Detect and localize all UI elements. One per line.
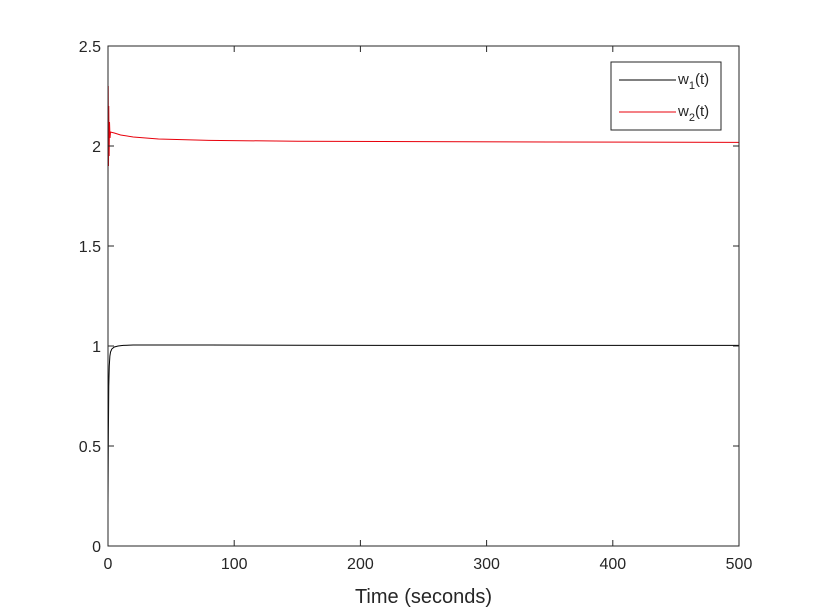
series-layer: [107, 85, 740, 507]
y-tick-label: 0.5: [79, 439, 101, 456]
legend-label: w2(t): [677, 103, 709, 124]
legend-label: w1(t): [677, 71, 709, 92]
axes-layer: 0 100 200 300 400 500 0 0.5 1 1.5 2 2.5: [79, 39, 753, 573]
y-tick-label: 2.5: [79, 39, 101, 56]
x-tick-label: 100: [221, 556, 248, 573]
y-tick-label: 0: [92, 539, 101, 556]
y-tick-label: 1: [92, 339, 101, 356]
y-tick-label: 2: [92, 139, 101, 156]
series-line-1: [107, 344, 739, 507]
x-tick-label: 300: [473, 556, 500, 573]
legend-box: [610, 61, 722, 131]
x-tick-label: 0: [104, 556, 113, 573]
x-tick-label: 500: [726, 556, 753, 573]
axes-box: [107, 45, 740, 547]
x-axis-title: Time (seconds): [355, 586, 492, 608]
x-tick-label: 200: [347, 556, 374, 573]
series-line-2: [107, 85, 740, 181]
x-tick-label: 400: [599, 556, 626, 573]
y-tick-label: 1.5: [79, 239, 101, 256]
legend: w1(t) w2(t): [610, 61, 722, 131]
